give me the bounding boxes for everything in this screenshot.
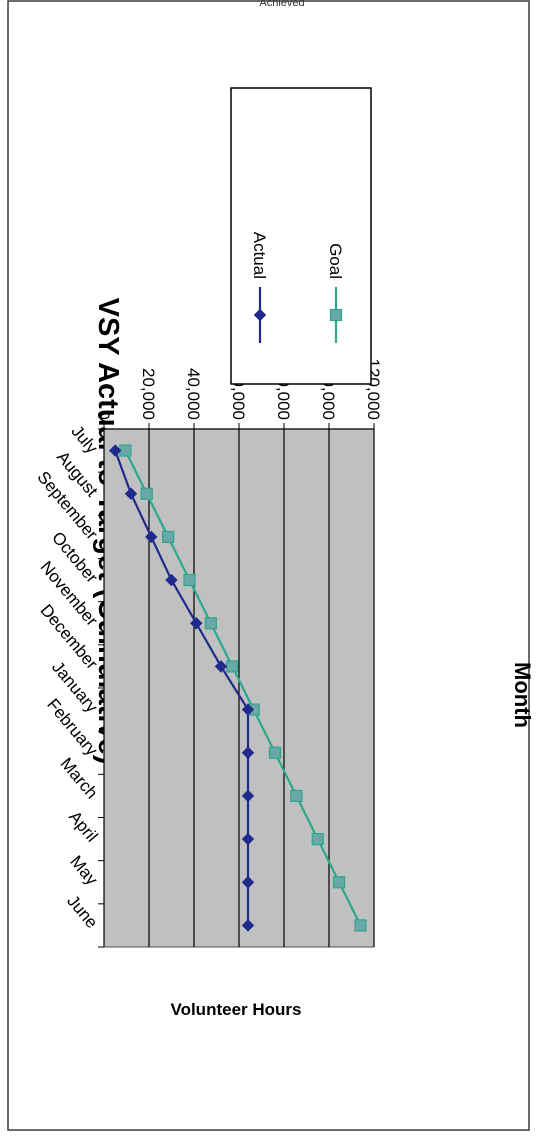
data-point-actual [241,703,255,716]
legend-label-goal: Goal [326,243,345,279]
gridlines [148,429,375,947]
data-point-actual [241,789,255,803]
top-text: Achieved [259,0,304,9]
data-point-actual [241,876,255,889]
data-point-goal [268,746,282,759]
legend-marker-actual [253,308,267,322]
legend: Actual Goal [250,232,345,343]
series-line-goal [124,450,362,926]
data-point-actual [165,573,178,587]
y-tick-label: 20,000 [139,368,158,420]
data-point-goal [226,660,239,673]
data-point-actual [145,530,158,544]
data-point-actual [190,617,203,630]
series-markers [109,444,367,932]
data-point-goal [354,919,367,932]
data-point-goal [333,876,346,889]
data-point-actual [241,919,255,932]
data-point-goal [204,617,217,630]
data-point-goal [119,444,132,457]
data-point-goal [140,487,153,500]
y-tick-label: 40,000 [184,368,203,420]
legend-label-actual: Actual [250,232,269,279]
data-point-goal [290,789,303,803]
data-point-actual [124,487,138,500]
data-point-goal [183,573,196,587]
y-tick-label: 0 [94,411,113,420]
data-point-actual [214,660,228,673]
data-point-actual [109,444,122,457]
data-point-goal [311,832,324,846]
legend-marker-goal [329,308,343,322]
data-point-actual [241,746,255,759]
series-line-actual [114,450,250,926]
data-point-actual [241,832,255,846]
series-lines [114,450,362,926]
data-point-goal [162,530,175,544]
y-axis-title: Volunteer Hours [171,1000,302,1019]
x-axis-title: Month [510,662,535,728]
